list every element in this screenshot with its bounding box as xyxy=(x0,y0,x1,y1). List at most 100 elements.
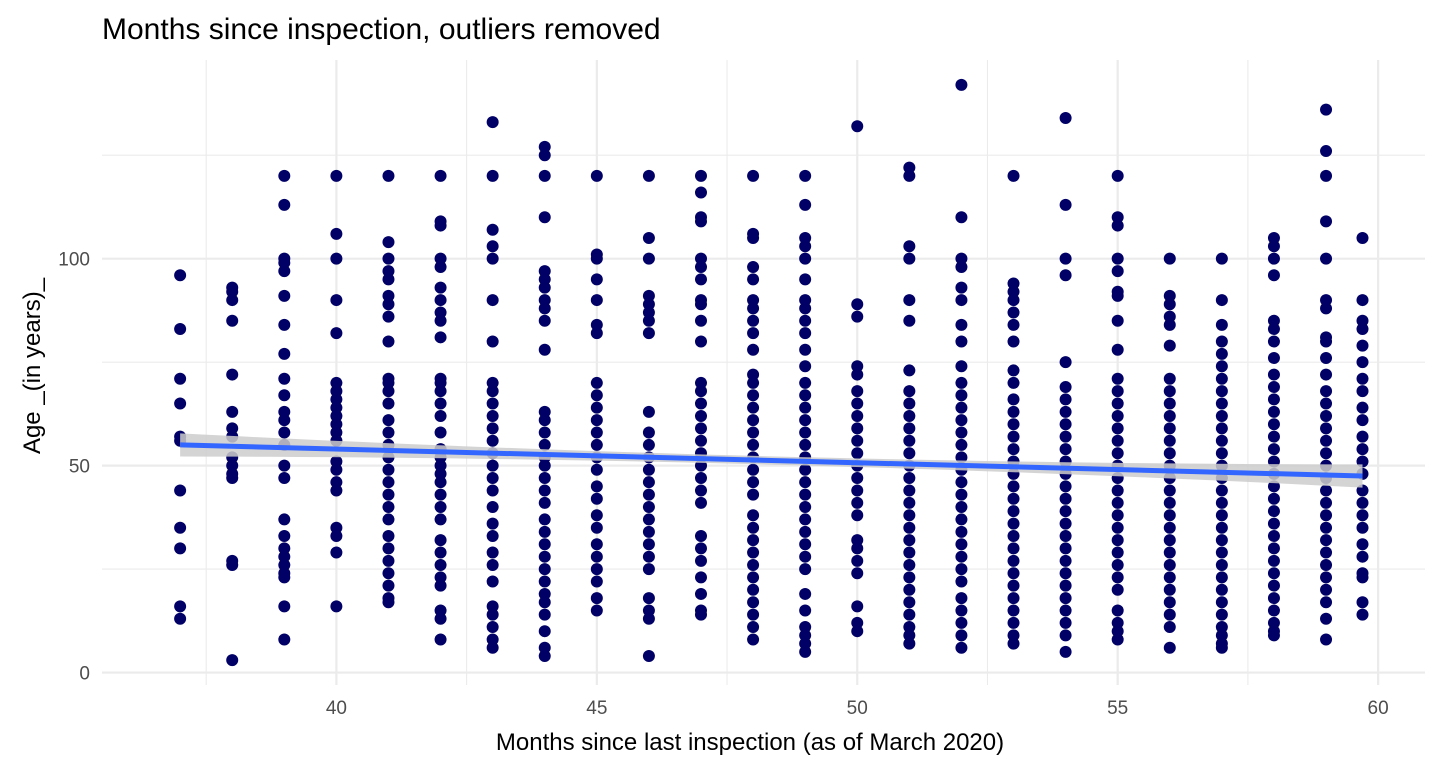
data-point xyxy=(799,645,812,658)
data-point xyxy=(1163,252,1176,265)
data-point xyxy=(434,252,447,265)
data-point xyxy=(538,149,551,162)
data-point xyxy=(1007,579,1020,592)
data-point xyxy=(1163,434,1176,447)
data-point xyxy=(851,496,864,509)
data-point xyxy=(538,265,551,278)
data-point xyxy=(1007,492,1020,505)
data-point xyxy=(1111,434,1124,447)
data-point xyxy=(434,397,447,410)
data-point xyxy=(590,252,603,265)
data-point xyxy=(851,554,864,567)
data-point xyxy=(434,546,447,559)
data-point xyxy=(486,422,499,435)
data-point xyxy=(1111,496,1124,509)
data-point xyxy=(1215,546,1228,559)
data-point xyxy=(747,169,760,182)
data-point xyxy=(538,641,551,654)
data-point xyxy=(694,571,707,584)
data-point xyxy=(903,409,916,422)
data-point xyxy=(1356,596,1369,609)
data-point xyxy=(174,269,187,282)
data-point xyxy=(278,289,291,302)
data-point xyxy=(747,302,760,315)
data-point xyxy=(278,571,291,584)
data-points xyxy=(174,78,1369,667)
data-point xyxy=(747,546,760,559)
data-point xyxy=(538,459,551,472)
data-point xyxy=(903,629,916,642)
data-point xyxy=(851,298,864,311)
x-tick-labels: 40 45 50 55 60 xyxy=(326,698,1389,719)
data-point xyxy=(538,294,551,307)
data-point xyxy=(486,517,499,530)
data-point xyxy=(278,405,291,418)
data-point xyxy=(1320,409,1333,422)
data-point xyxy=(851,422,864,435)
data-point xyxy=(694,186,707,199)
data-point xyxy=(903,169,916,182)
data-point xyxy=(903,571,916,584)
data-point xyxy=(1163,298,1176,311)
data-point xyxy=(382,501,395,514)
data-point xyxy=(226,558,239,571)
data-point xyxy=(955,414,968,427)
data-point xyxy=(694,434,707,447)
data-point xyxy=(1111,447,1124,460)
data-point xyxy=(903,583,916,596)
data-point xyxy=(330,227,343,240)
data-point xyxy=(1215,397,1228,410)
data-point xyxy=(903,484,916,497)
data-point xyxy=(1111,397,1124,410)
data-point xyxy=(1356,401,1369,414)
data-point xyxy=(1267,505,1280,518)
data-point xyxy=(1356,608,1369,621)
data-point xyxy=(486,558,499,571)
data-point xyxy=(1356,484,1369,497)
data-point xyxy=(1059,418,1072,431)
data-point xyxy=(1356,231,1369,244)
data-point xyxy=(694,252,707,265)
data-point xyxy=(1007,443,1020,456)
data-point xyxy=(1267,314,1280,327)
data-point xyxy=(1320,496,1333,509)
data-point xyxy=(642,604,655,617)
data-point xyxy=(174,521,187,534)
data-point xyxy=(174,372,187,385)
data-point xyxy=(1007,592,1020,605)
data-point xyxy=(330,294,343,307)
data-point xyxy=(642,169,655,182)
data-point xyxy=(486,169,499,182)
data-point xyxy=(434,306,447,319)
data-point xyxy=(799,302,812,315)
data-point xyxy=(903,161,916,174)
data-point xyxy=(382,529,395,542)
data-point xyxy=(590,492,603,505)
data-point xyxy=(1163,289,1176,302)
data-point xyxy=(799,294,812,307)
data-point xyxy=(1267,579,1280,592)
data-point xyxy=(1059,616,1072,629)
data-point xyxy=(1059,629,1072,642)
data-point xyxy=(1007,637,1020,650)
data-point xyxy=(330,521,343,534)
data-point xyxy=(538,472,551,485)
data-point xyxy=(1267,430,1280,443)
data-point xyxy=(642,650,655,663)
data-point xyxy=(278,529,291,542)
data-point xyxy=(1007,318,1020,331)
data-point xyxy=(1059,356,1072,369)
data-point xyxy=(799,240,812,253)
chart-title: Months since inspection, outliers remove… xyxy=(102,13,661,46)
data-point xyxy=(434,612,447,625)
data-point xyxy=(642,298,655,311)
data-point xyxy=(851,472,864,485)
data-point xyxy=(1267,443,1280,456)
data-point xyxy=(382,385,395,398)
data-point xyxy=(1356,356,1369,369)
data-point xyxy=(642,289,655,302)
data-point xyxy=(538,426,551,439)
data-point xyxy=(434,501,447,514)
data-point xyxy=(1320,397,1333,410)
data-point xyxy=(1267,240,1280,253)
